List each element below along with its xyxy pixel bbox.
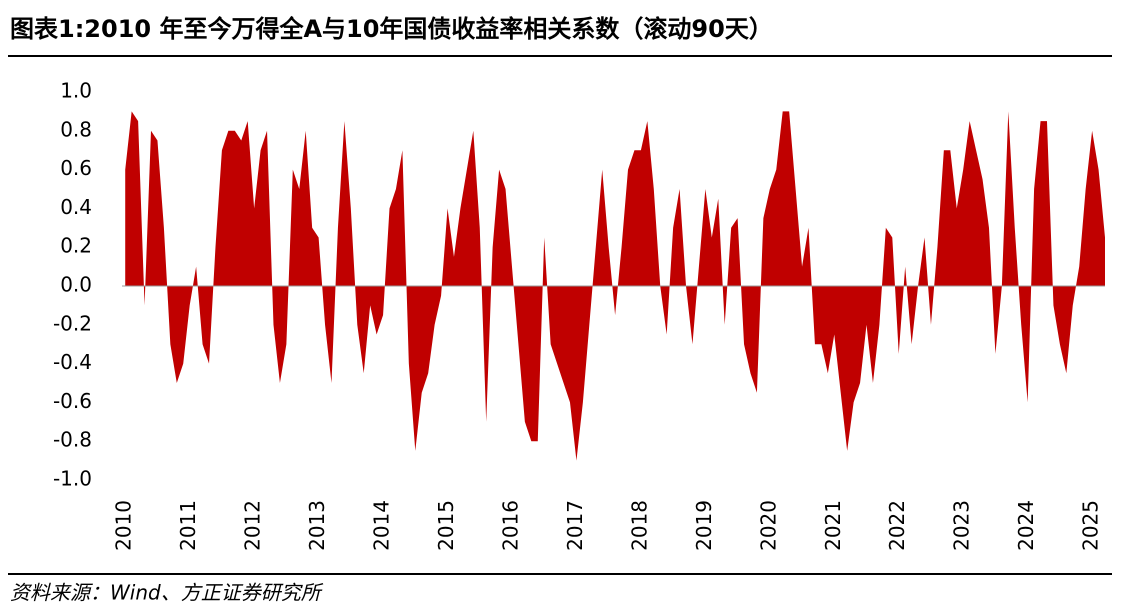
x-tick-label: 2023 xyxy=(950,500,974,551)
x-tick-label: 2022 xyxy=(885,500,909,551)
x-tick-label: 2024 xyxy=(1014,500,1038,551)
y-tick-label: 0.8 xyxy=(60,117,92,141)
x-tick-label: 2015 xyxy=(434,500,458,551)
x-tick-label: 2019 xyxy=(692,500,716,551)
y-tick-label: 0.2 xyxy=(60,234,92,258)
y-tick-label: 1.0 xyxy=(60,79,92,103)
y-tick-label: -0.6 xyxy=(53,389,92,413)
y-tick-label: -1.0 xyxy=(53,467,92,491)
y-tick-label: -0.8 xyxy=(53,428,92,452)
x-tick-label: 2018 xyxy=(627,500,651,551)
x-tick-label: 2017 xyxy=(563,500,587,551)
x-tick-label: 2020 xyxy=(756,500,780,551)
x-tick-label: 2014 xyxy=(370,500,394,551)
x-tick-label: 2016 xyxy=(498,500,522,551)
x-tick-label: 2011 xyxy=(176,500,200,551)
x-tick-label: 2025 xyxy=(1079,500,1103,551)
y-tick-label: -0.2 xyxy=(53,311,92,335)
y-tick-label: 0.4 xyxy=(60,195,92,219)
chart-title: 图表1:2010 年至今万得全A与10年国债收益率相关系数（滚动90天） xyxy=(10,15,773,43)
source-note: 资料来源：Wind、方正证券研究所 xyxy=(10,581,324,605)
x-tick-label: 2012 xyxy=(241,500,265,551)
x-tick-label: 2013 xyxy=(305,500,329,551)
y-tick-label: -0.4 xyxy=(53,350,92,374)
x-tick-label: 2010 xyxy=(112,500,136,551)
x-tick-label: 2021 xyxy=(821,500,845,551)
y-tick-label: 0.6 xyxy=(60,156,92,180)
y-tick-label: 0.0 xyxy=(60,273,92,297)
